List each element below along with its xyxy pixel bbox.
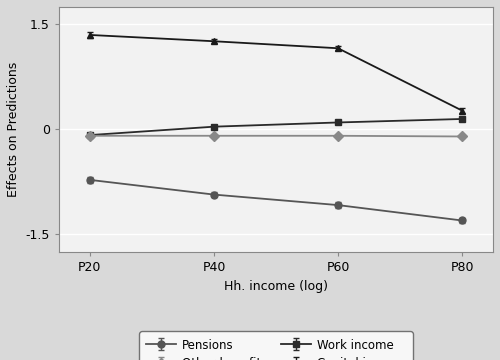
Y-axis label: Effects on Predictions: Effects on Predictions <box>7 62 20 197</box>
Legend: Pensions, Other benefits, Work income, Capital income: Pensions, Other benefits, Work income, C… <box>140 332 412 360</box>
X-axis label: Hh. income (log): Hh. income (log) <box>224 280 328 293</box>
